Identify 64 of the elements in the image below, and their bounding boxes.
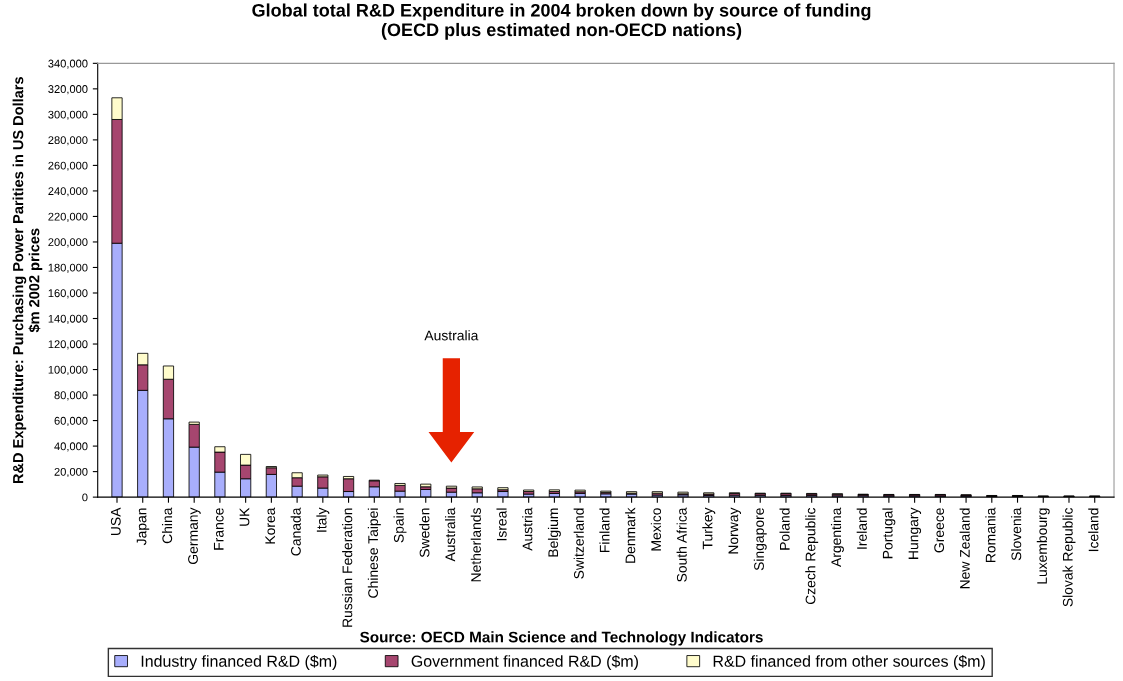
annotation: Australia <box>424 330 479 341</box>
x-tick-label: Poland <box>779 508 790 550</box>
x-tick-label: Norway <box>728 507 741 554</box>
x-tick-label: Sweden <box>419 508 430 558</box>
y-tick-label: 120,000 <box>48 340 88 350</box>
x-tick-label: USA <box>110 507 121 536</box>
y-tick-label: 140,000 <box>48 314 88 324</box>
y-tick-label: 300,000 <box>48 110 88 120</box>
x-tick-label: Romania <box>985 507 996 562</box>
y-tick-label: 280,000 <box>48 136 88 146</box>
x-tick-label: Hungary <box>908 507 922 559</box>
x-tick-label: Mexico <box>650 508 662 551</box>
x-tick-label: Italy <box>316 507 330 532</box>
source-note: Source: OECD Main Science and Technology Indicators <box>360 631 763 646</box>
y-tick-label: 160,000 <box>48 289 88 299</box>
x-tick-label: Chinese Taipei <box>367 508 381 598</box>
x-tick-label: Japan <box>136 508 150 546</box>
x-tick-label: Slovak Republic <box>1062 507 1076 607</box>
x-tick-label: Turkey <box>702 507 716 550</box>
y-axis-title: R&D Expenditure: Purchasing Power Parities in US Dollars $m 2002 prices <box>12 77 43 484</box>
x-tick-label: South Africa <box>676 507 687 582</box>
y-tick-label: 180,000 <box>48 263 88 273</box>
x-tick-label: Germany <box>188 507 201 564</box>
x-tick-label: Netherlands <box>470 508 481 582</box>
x-tick-label: Spain <box>393 508 407 543</box>
y-tick-label: 200,000 <box>48 238 88 248</box>
y-tick-label: 100,000 <box>48 365 88 375</box>
x-tick-label: China <box>161 507 173 544</box>
x-tick-label: Isreal <box>496 508 507 541</box>
x-tick-label: Austria <box>522 507 533 551</box>
x-tick-label: Singapore <box>753 508 767 571</box>
x-tick-label: Czech Republic <box>805 507 819 605</box>
y-tick-label: 220,000 <box>48 212 88 222</box>
x-tick-label: Australia <box>445 507 456 562</box>
y-tick-label: 240,000 <box>48 187 88 197</box>
x-tick-label: Portugal <box>882 508 896 559</box>
chart-title: Global total R&D Expenditure in 2004 broken down by source of funding (OECD plus estimated non-OECD nations) <box>252 3 871 40</box>
x-tick-label: Korea <box>265 507 276 544</box>
x-tick-label: Greece <box>934 508 945 553</box>
x-tick-label: Iceland <box>1088 508 1099 552</box>
x-tick-label: Slovenia <box>1011 507 1022 561</box>
legend-label: R&D financed from other sources ($m) <box>713 654 985 671</box>
x-tick-label: Russian Federation <box>342 508 353 627</box>
x-tick-label: Denmark <box>625 507 636 563</box>
y-tick-label: 340,000 <box>48 59 88 69</box>
legend-label: Industry financed R&D ($m) <box>141 654 337 671</box>
x-tick-label: Belgium <box>547 508 561 557</box>
y-tick-label: 20,000 <box>54 467 88 478</box>
y-tick-label: 80,000 <box>54 391 88 401</box>
y-tick-label: 260,000 <box>48 161 88 171</box>
y-tick-label: 0 <box>82 493 88 502</box>
x-tick-label: Luxembourg <box>1036 508 1050 584</box>
y-tick-label: 60,000 <box>54 416 88 427</box>
x-tick-label: Switzerland <box>573 508 584 579</box>
x-tick-label: Finland <box>599 508 610 552</box>
x-tick-label: Canada <box>290 507 301 556</box>
x-tick-label: France <box>213 508 224 550</box>
legend-label: Government financed R&D ($m) <box>411 654 638 671</box>
x-tick-label: UK <box>239 507 250 526</box>
x-tick-label: New Zealand <box>959 508 970 589</box>
y-tick-label: 320,000 <box>48 85 88 95</box>
x-tick-label: Ireland <box>856 508 867 549</box>
x-tick-label: Argentina <box>830 507 844 567</box>
y-tick-label: 40,000 <box>54 442 88 452</box>
